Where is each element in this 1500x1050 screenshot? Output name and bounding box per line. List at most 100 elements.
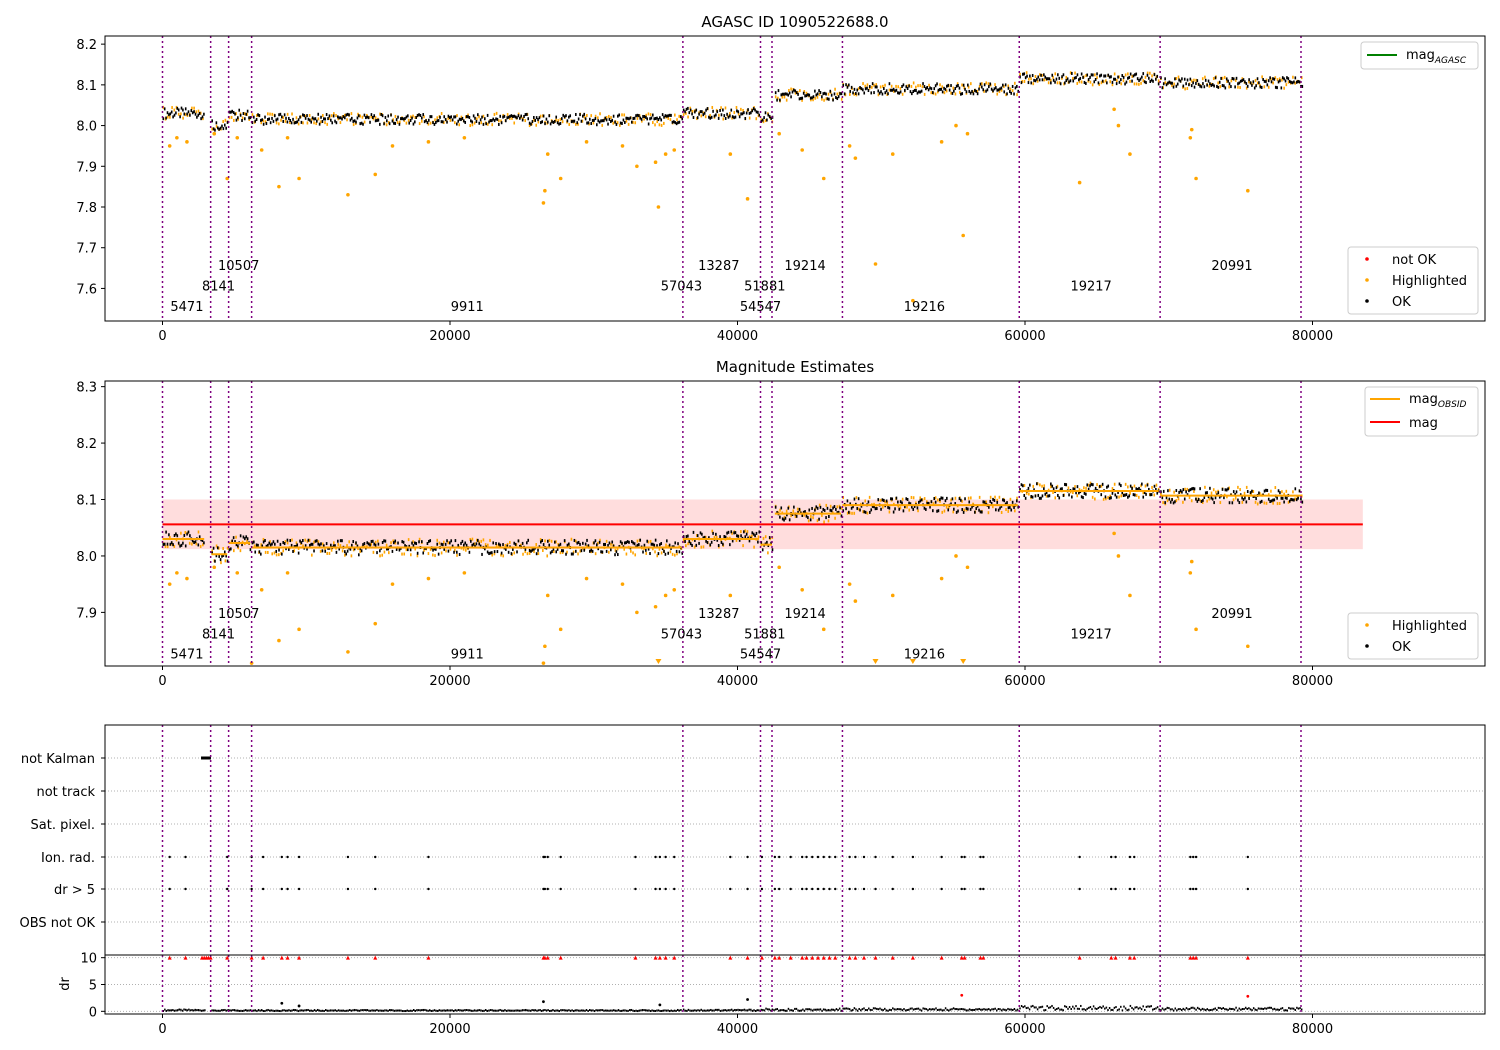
dr-point	[1015, 1009, 1017, 1012]
highlighted-band-point	[199, 111, 202, 115]
offscale-marker	[960, 659, 967, 664]
dr-point	[965, 1009, 968, 1012]
highlighted-band-point	[581, 119, 584, 123]
ok-point	[1040, 73, 1042, 77]
ok-point	[1011, 84, 1014, 88]
dr-point	[398, 1009, 401, 1012]
ion-rad-point	[664, 855, 667, 859]
highlighted-band-point	[1151, 74, 1153, 78]
ok-point	[1270, 80, 1273, 84]
ok-point	[359, 122, 362, 126]
ok-point	[1076, 73, 1079, 77]
legend-marker-not-ok	[1365, 257, 1369, 261]
highlighted-band-point	[211, 127, 213, 131]
dr-point	[1008, 1008, 1011, 1011]
dr-point	[440, 1009, 442, 1012]
ok-point	[849, 502, 852, 506]
highlighted-band-point	[1050, 78, 1052, 82]
ion-rad-point	[225, 855, 229, 859]
ok-point	[276, 539, 279, 543]
highlighted-band-point	[271, 112, 274, 116]
dr-point	[326, 1009, 329, 1012]
ok-point	[461, 539, 464, 543]
panel3-flags-frame	[104, 724, 1486, 956]
ok-point	[517, 539, 520, 543]
ok-point	[274, 114, 276, 118]
ion-rad-point	[280, 855, 284, 859]
ok-point	[737, 110, 740, 114]
dr-point	[556, 1009, 559, 1012]
ok-point	[446, 120, 448, 124]
ok-point	[297, 551, 300, 555]
highlighted-band-point	[1122, 79, 1125, 83]
highlighted-band-point	[1028, 77, 1030, 81]
ok-point	[391, 119, 394, 123]
ok-point	[589, 549, 591, 553]
ok-point	[590, 548, 593, 552]
highlighted-band-point	[1237, 85, 1239, 89]
highlighted-band-point	[275, 121, 278, 125]
ok-point	[481, 115, 483, 119]
dr-point	[890, 1009, 892, 1012]
ok-point	[1155, 487, 1157, 491]
dr-gt-5-point	[1114, 887, 1117, 891]
dr-high-marker	[810, 955, 815, 960]
ok-point	[969, 91, 972, 95]
ok-point	[815, 93, 818, 97]
highlighted-band-point	[493, 112, 496, 116]
ok-point	[1171, 498, 1173, 502]
dr-gt-5-point	[1191, 887, 1195, 891]
ok-point	[934, 500, 937, 504]
dr-point	[438, 1009, 441, 1012]
obsid-label: 9911	[451, 300, 484, 315]
dr-gt-5-point	[559, 887, 562, 891]
highlighted-band-point	[1083, 75, 1085, 79]
obsid-label: 5471	[170, 300, 203, 315]
dr-point	[292, 1008, 295, 1011]
dr-point	[1187, 1008, 1189, 1011]
ok-point	[1220, 76, 1222, 80]
ok-point	[776, 511, 778, 515]
dr-point	[1078, 1007, 1080, 1010]
dr-point	[379, 1009, 381, 1012]
ok-point	[809, 518, 812, 522]
highlighted-band-point	[1241, 77, 1244, 81]
dr-point	[636, 1010, 639, 1013]
ok-point	[927, 501, 930, 505]
ok-point	[930, 87, 933, 91]
ok-point	[729, 114, 731, 118]
ok-point	[589, 117, 591, 121]
ok-point	[643, 543, 646, 547]
highlighted-band-point	[1215, 490, 1217, 494]
dr-point	[1254, 1008, 1257, 1011]
ok-point	[570, 120, 573, 124]
highlighted-band-point	[711, 529, 714, 533]
dr-gt-5-point	[374, 887, 377, 891]
dr-point	[1208, 1009, 1210, 1012]
highlighted-band-point	[182, 116, 184, 120]
ok-point	[913, 88, 916, 92]
ok-point	[334, 119, 336, 123]
dr-point	[694, 1009, 696, 1012]
highlighted-band-point	[678, 114, 681, 118]
ok-point	[433, 547, 436, 551]
ok-point	[927, 88, 930, 92]
dr-point	[297, 1010, 300, 1013]
ok-point	[572, 552, 574, 556]
ok-point	[617, 114, 619, 118]
highlighted-band-point	[248, 117, 251, 121]
ok-point	[1241, 79, 1243, 83]
ok-point	[967, 507, 969, 511]
highlighted-band-point	[359, 549, 362, 553]
dr-point	[871, 1009, 873, 1012]
dr-point	[698, 1009, 701, 1012]
ok-point	[1149, 493, 1152, 497]
y-tick-label: 8.0	[76, 120, 97, 135]
dr-point	[818, 1008, 820, 1011]
ok-point	[510, 114, 513, 118]
dr-point	[582, 1009, 585, 1012]
highlighted-band-point	[1254, 78, 1257, 82]
ok-point	[303, 114, 306, 118]
ok-point	[920, 498, 923, 502]
highlighted-band-point	[689, 106, 692, 110]
